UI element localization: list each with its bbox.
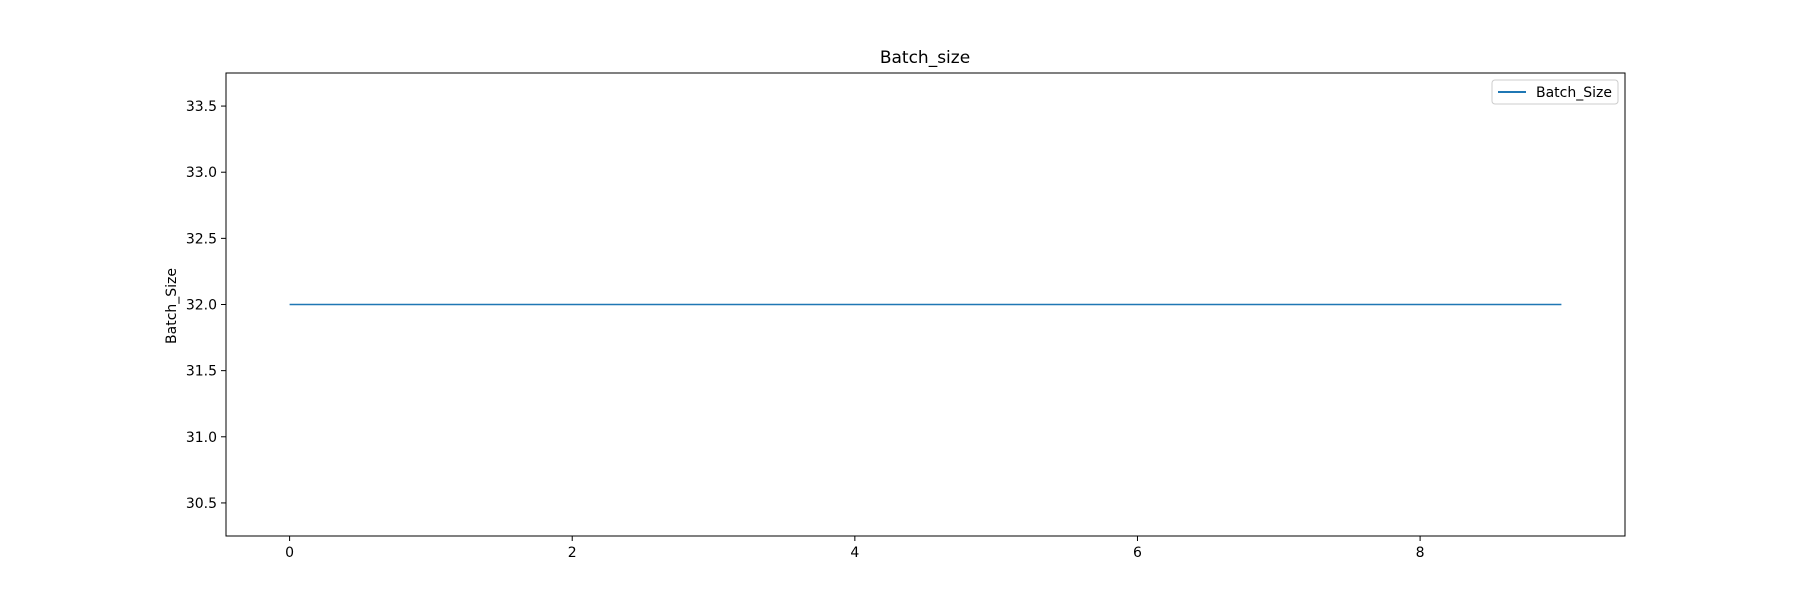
x-tick-label-6: 6 [1133,545,1142,561]
y-tick-label-32.5: 32.5 [186,231,217,247]
plot-area: 0 2 4 6 8 30.5 31.0 31.5 32.0 32.5 33.0 33.5 [186,72,1626,561]
x-tick-label-4: 4 [850,545,859,561]
y-tick-label-33.5: 33.5 [186,99,217,115]
y-axis-label: Batch_Size [164,268,180,344]
legend-box [1491,79,1619,105]
y-tick-label-32.0: 32.0 [186,298,217,314]
y-tick-label-30.5: 30.5 [186,496,217,512]
y-tick-label-31.0: 31.0 [186,430,217,446]
x-tick-label-8: 8 [1416,545,1425,561]
x-axis: 0 2 4 6 8 [285,536,1425,561]
x-tick-label-0: 0 [285,545,294,561]
y-tick-label-33.0: 33.0 [186,165,217,181]
legend: Batch_Size [1491,79,1619,105]
legend-label-batch-size: Batch_Size [1536,85,1612,101]
chart-title: Batch_size [880,48,970,68]
y-axis: 30.5 31.0 31.5 32.0 32.5 33.0 33.5 [186,99,226,512]
y-tick-label-31.5: 31.5 [186,364,217,380]
x-tick-label-2: 2 [568,545,577,561]
